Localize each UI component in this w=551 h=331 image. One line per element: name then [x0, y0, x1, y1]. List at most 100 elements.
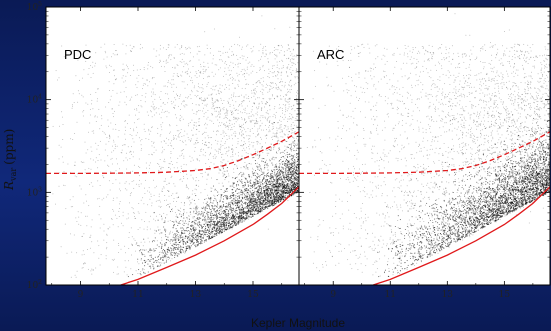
data-point [281, 184, 283, 186]
data-point [210, 202, 212, 204]
data-point [124, 182, 126, 184]
data-point [223, 124, 224, 126]
data-point [180, 216, 182, 218]
data-point [195, 168, 197, 170]
data-point [153, 211, 155, 213]
data-point [265, 199, 267, 201]
data-point [208, 198, 210, 200]
data-point [215, 93, 217, 95]
data-point [275, 198, 277, 200]
data-point [237, 141, 239, 143]
data-point [198, 218, 200, 220]
data-point [117, 163, 118, 165]
data-point [280, 172, 282, 174]
data-point [280, 129, 282, 131]
data-point [265, 187, 267, 189]
data-point [171, 245, 174, 247]
data-point [213, 235, 215, 237]
data-point [274, 200, 276, 202]
data-point [271, 202, 273, 204]
data-point [185, 247, 187, 250]
data-point [237, 155, 239, 157]
data-point [160, 124, 162, 126]
data-point [288, 91, 290, 92]
data-point [286, 192, 288, 194]
data-point [159, 254, 161, 256]
data-point [270, 190, 272, 192]
data-point [217, 220, 219, 222]
data-point [82, 96, 84, 98]
data-point [266, 184, 268, 186]
data-point [171, 209, 173, 211]
data-point [150, 267, 152, 269]
data-point [280, 44, 282, 46]
data-point [193, 226, 195, 228]
data-point [192, 159, 194, 161]
data-point [248, 146, 250, 147]
data-point [82, 111, 84, 113]
data-point [156, 163, 158, 164]
data-point [223, 100, 225, 101]
data-point [179, 179, 181, 181]
data-point [284, 192, 286, 195]
data-point [255, 193, 257, 195]
data-point [272, 65, 274, 67]
data-point [277, 179, 279, 181]
data-point [267, 165, 269, 167]
data-point [246, 199, 248, 201]
data-point [84, 262, 86, 264]
data-point [271, 185, 273, 187]
data-point [264, 56, 266, 57]
data-point [222, 138, 223, 139]
data-point [254, 160, 256, 162]
data-point [257, 201, 259, 203]
data-point [151, 205, 153, 207]
data-point [249, 195, 251, 197]
data-point [211, 187, 213, 189]
data-point [73, 234, 75, 236]
data-point [185, 223, 187, 224]
data-point [168, 190, 170, 192]
data-point [130, 51, 132, 52]
data-point [262, 66, 264, 68]
data-point [90, 65, 92, 67]
data-point [114, 144, 116, 146]
data-point [287, 156, 289, 158]
data-point [231, 114, 233, 116]
data-point [248, 148, 250, 150]
data-point [232, 218, 234, 219]
data-point [226, 227, 229, 229]
data-point [196, 46, 198, 48]
data-point [282, 173, 284, 175]
data-point [179, 249, 181, 251]
data-point [213, 225, 215, 227]
data-point [275, 193, 277, 195]
data-point [246, 197, 248, 199]
data-point [291, 158, 293, 160]
data-point [280, 195, 282, 197]
data-point [229, 223, 231, 225]
data-point [208, 227, 210, 229]
data-point [61, 45, 63, 47]
data-point [245, 187, 247, 189]
data-point [287, 88, 289, 90]
data-point [271, 172, 273, 175]
data-point [144, 241, 146, 243]
data-point [177, 65, 179, 66]
data-point [165, 60, 167, 62]
data-point [221, 194, 223, 196]
data-point [91, 130, 93, 132]
data-point [296, 90, 298, 92]
data-point [253, 195, 256, 198]
data-point [202, 214, 204, 216]
data-point [233, 215, 235, 217]
data-point [240, 211, 242, 213]
data-point [233, 221, 235, 223]
data-point [173, 57, 175, 59]
data-point [254, 190, 256, 192]
data-point [170, 254, 172, 256]
data-point [86, 200, 87, 202]
data-point [288, 176, 291, 178]
data-point [211, 97, 213, 99]
